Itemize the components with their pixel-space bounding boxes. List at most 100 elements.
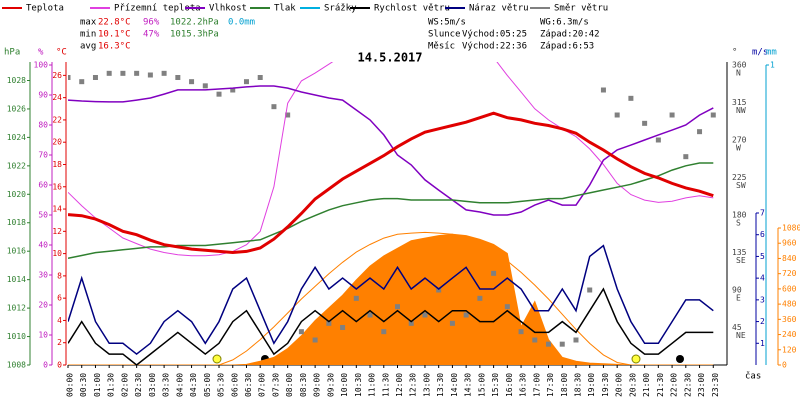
series-line xyxy=(68,111,714,255)
y-tick-label: 240 xyxy=(782,330,797,339)
stat-text: 1015.3hPa xyxy=(170,30,219,40)
compass-label: SW xyxy=(736,181,746,190)
y-tick-label: 90 xyxy=(732,286,742,295)
direction-point xyxy=(642,120,648,126)
direction-point xyxy=(202,83,208,89)
y-tick-label: 315 xyxy=(732,98,747,107)
direction-point xyxy=(271,104,277,110)
y-tick-label: 45 xyxy=(732,323,742,332)
direction-point xyxy=(353,295,359,301)
y-tick-label: 1028 xyxy=(7,76,26,85)
stat-text: min xyxy=(80,30,96,40)
stat-text: 10.1°C xyxy=(98,30,131,40)
info-text: WG:6.3m/s xyxy=(540,18,589,28)
y-tick-label: 6 xyxy=(57,294,62,303)
x-tick-label: 07:30 xyxy=(271,373,280,397)
y-tick-label: 10 xyxy=(52,249,62,258)
stat-text: 96% xyxy=(143,18,160,28)
y-tick-label: 600 xyxy=(782,284,797,293)
compass-label: SE xyxy=(736,256,746,265)
x-tick-label: 01:30 xyxy=(107,373,116,397)
sunset-marker xyxy=(631,354,641,364)
direction-point xyxy=(216,91,222,97)
direction-point xyxy=(408,320,414,326)
direction-point xyxy=(463,312,469,318)
direction-point xyxy=(381,329,387,335)
direction-point xyxy=(559,341,565,347)
x-tick-label: 18:00 xyxy=(560,373,569,397)
legend-label: Přízemní teplota xyxy=(114,4,201,14)
x-tick-label: 08:00 xyxy=(285,373,294,397)
y-tick-label: 70 xyxy=(38,151,48,160)
compass-label: NW xyxy=(736,106,746,115)
x-tick-label: 18:30 xyxy=(573,373,582,397)
compass-label: W xyxy=(736,144,741,153)
direction-point xyxy=(395,304,400,310)
info-text: WS:5m/s xyxy=(428,18,466,28)
y-tick-label: 120 xyxy=(782,345,797,354)
chart-title: 14.5.2017 xyxy=(357,51,422,65)
y-tick-label: 50 xyxy=(38,211,48,220)
x-tick-label: 23:00 xyxy=(697,373,706,397)
series-line xyxy=(68,287,714,365)
y-tick-label: 1026 xyxy=(7,104,26,113)
stat-text: 16.3°C xyxy=(98,42,131,52)
x-tick-label: 03:30 xyxy=(162,373,171,397)
x-tick-label: 20:00 xyxy=(615,373,624,397)
x-tick-label: 22:30 xyxy=(683,373,692,397)
x-tick-label: 07:00 xyxy=(258,373,267,397)
x-tick-label: 12:00 xyxy=(395,373,404,397)
plot-area xyxy=(68,62,716,365)
x-axis-label: čas xyxy=(745,371,761,382)
x-tick-label: 05:30 xyxy=(217,373,226,397)
y-tick-label: 1080 xyxy=(782,224,800,233)
compass-label: N xyxy=(736,69,741,78)
direction-point xyxy=(587,287,593,293)
direction-point xyxy=(614,112,620,118)
y-tick-label: 360 xyxy=(732,61,747,70)
x-tick-label: 11:30 xyxy=(381,373,390,397)
direction-point xyxy=(243,79,249,85)
direction-point xyxy=(477,295,483,301)
x-tick-label: 19:30 xyxy=(601,373,610,397)
legend-label: Teplota xyxy=(26,4,64,14)
y-tick-label: 270 xyxy=(732,136,747,145)
x-tick-label: 10:00 xyxy=(340,373,349,397)
direction-point xyxy=(161,70,167,76)
axis-label: m/s xyxy=(752,48,768,58)
info-text: Měsíc xyxy=(428,42,455,52)
axis-label: hPa xyxy=(4,48,20,58)
y-tick-label: 225 xyxy=(732,173,747,182)
direction-point xyxy=(669,112,675,118)
y-tick-label: 180 xyxy=(732,211,747,220)
y-tick-label: 90 xyxy=(38,91,48,100)
y-tick-label: 12 xyxy=(52,227,62,236)
x-tick-label: 21:00 xyxy=(642,373,651,397)
y-tick-label: 1024 xyxy=(7,133,26,142)
direction-point xyxy=(600,87,606,93)
direction-point xyxy=(532,337,538,343)
direction-point xyxy=(120,70,126,76)
x-tick-label: 19:00 xyxy=(587,373,596,397)
y-tick-label: 720 xyxy=(782,269,797,278)
y-tick-label: 14 xyxy=(52,205,62,214)
x-tick-label: 06:00 xyxy=(230,373,239,397)
legend-label: Směr větru xyxy=(554,4,608,14)
y-tick-label: 480 xyxy=(782,300,797,309)
y-tick-label: 2 xyxy=(57,338,62,347)
direction-point xyxy=(491,270,497,276)
sunrise-marker xyxy=(212,354,222,364)
x-tick-label: 16:00 xyxy=(505,373,514,397)
x-tick-label: 01:00 xyxy=(93,373,102,397)
y-tick-label: 1012 xyxy=(7,304,26,313)
x-tick-label: 09:30 xyxy=(326,373,335,397)
direction-point xyxy=(285,112,291,118)
direction-point xyxy=(573,337,579,343)
axis-label: ° xyxy=(732,48,737,58)
x-tick-label: 15:30 xyxy=(491,373,500,397)
series-line xyxy=(68,85,714,216)
series-line xyxy=(68,244,714,356)
y-tick-label: 7 xyxy=(760,209,765,218)
